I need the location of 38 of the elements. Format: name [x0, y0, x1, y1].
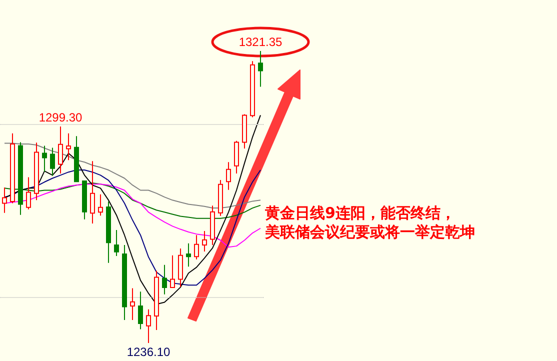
candlestick: [162, 264, 167, 295]
candlestick: [210, 205, 215, 246]
candlestick: [234, 140, 239, 174]
candlestick: [90, 160, 95, 224]
annotation: 1321.35: [238, 35, 283, 49]
candlestick: [82, 180, 87, 220]
candlestick: [106, 201, 111, 264]
annotation: 1236.10: [126, 345, 171, 359]
candlestick: [122, 244, 127, 321]
candlestick: [18, 142, 23, 216]
candlestick: [66, 132, 71, 161]
candlestick: [202, 230, 207, 252]
candlestick: [170, 254, 175, 288]
candlestick: [34, 142, 39, 201]
candlestick: [114, 229, 119, 256]
candlestick: [178, 248, 183, 288]
candlestick: [2, 186, 7, 214]
text: 美联储会议纪要或将一举定乾坤: [264, 223, 475, 241]
candlestick: [10, 132, 15, 204]
candlestick: [98, 194, 103, 216]
candlestick: [74, 136, 79, 182]
candlestick: [146, 308, 151, 344]
candlestick: [58, 126, 63, 174]
candlestick: [42, 145, 47, 172]
candlestick: [218, 179, 223, 216]
candlestick: [50, 147, 55, 176]
candlestick: [130, 288, 135, 321]
candlestick: [226, 162, 231, 190]
candlestick: [26, 176, 31, 210]
candlestick: [154, 270, 159, 330]
candlestick: [258, 50, 263, 88]
candlestick: [250, 60, 255, 118]
candlestick: [186, 242, 191, 268]
candlestick: [194, 234, 199, 260]
text: 黄金日线9连阳，能否终结，: [264, 204, 456, 222]
annotation: 1299.30: [38, 110, 83, 125]
candlestick: [138, 291, 143, 330]
candlestick: [242, 114, 247, 149]
